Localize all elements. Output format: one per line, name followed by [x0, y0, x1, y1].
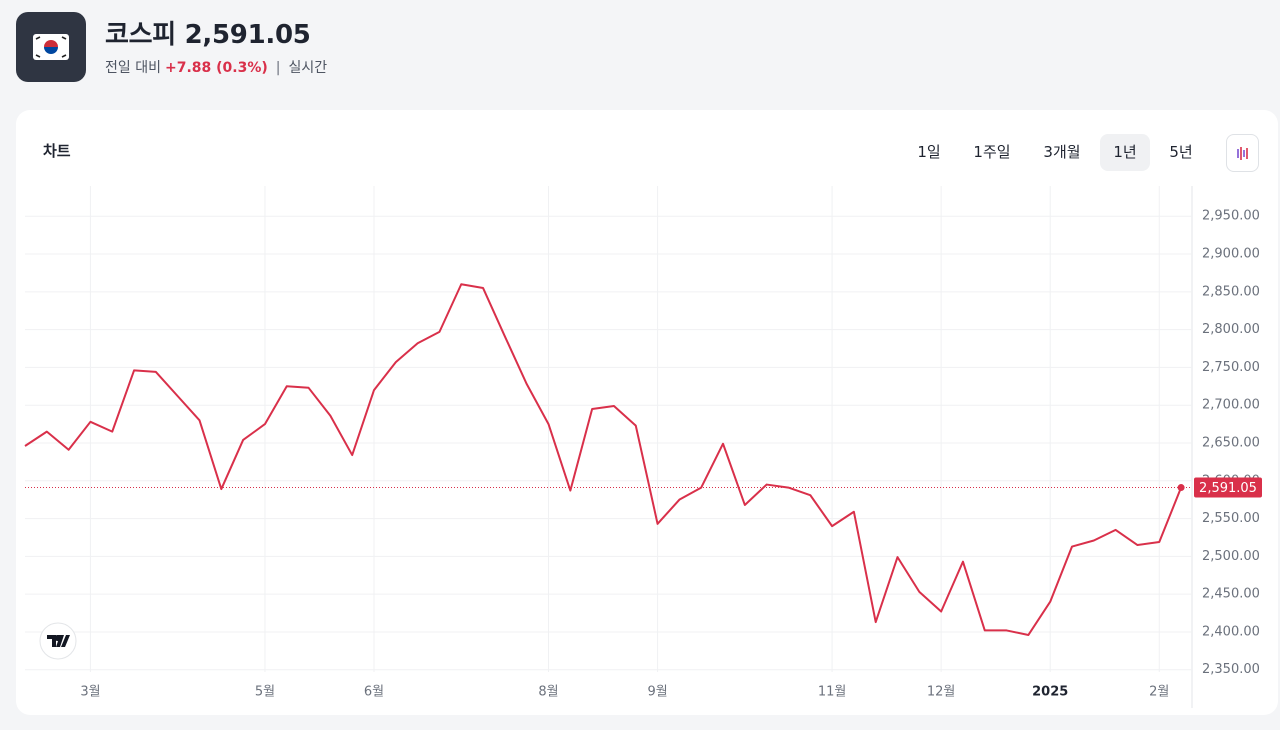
chart-type-button[interactable] [1226, 134, 1259, 172]
flag-trigrams [35, 36, 67, 58]
icon-bars [1237, 147, 1248, 160]
status: 실시간 [288, 60, 328, 76]
index-price: 2,591.05 [184, 20, 311, 50]
index-icon [16, 12, 86, 82]
change: +7.88 (0.3%) [164, 60, 268, 76]
range-tab[interactable]: 1주일 [973, 143, 1011, 161]
range-tab[interactable]: 1일 [917, 143, 941, 161]
separator: | [275, 60, 281, 76]
chart-card [16, 110, 1278, 715]
flag-blue [44, 47, 58, 54]
range-tab[interactable]: 1년 [1100, 134, 1150, 171]
subtitle: 전일 대비 +7.88 (0.3%) | 실시간 [105, 57, 327, 77]
flag-icon [33, 34, 69, 60]
range-tab[interactable]: 3개월 [1043, 143, 1081, 161]
index-name: 코스피 [105, 20, 176, 50]
card-title: 차트 [43, 142, 71, 160]
range-tab[interactable]: 5년 [1169, 143, 1193, 161]
chart-type-icon [1237, 147, 1248, 160]
title: 코스피 2,591.05 [105, 14, 311, 51]
flag-red [44, 40, 58, 47]
change-label: 전일 대비 [105, 60, 161, 76]
